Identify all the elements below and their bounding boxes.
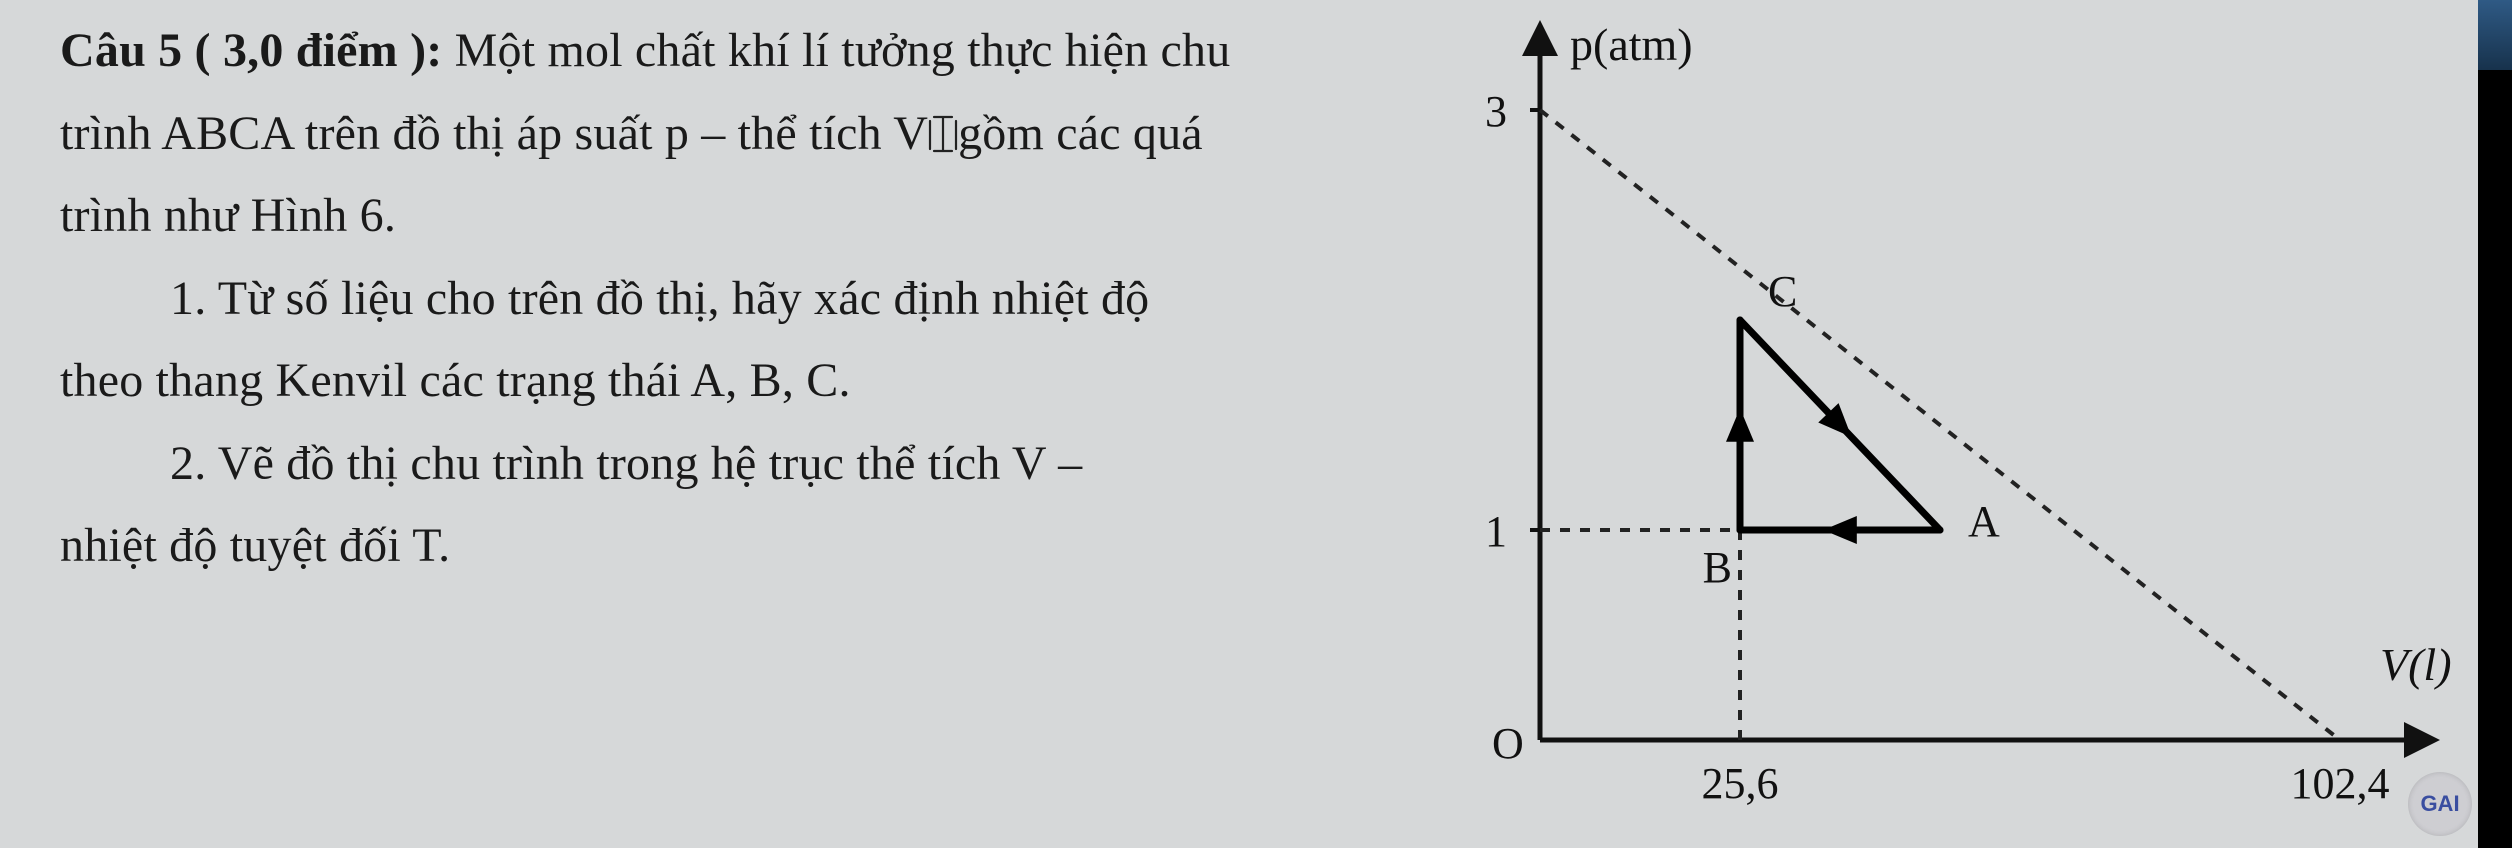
svg-text:C: C — [1768, 267, 1797, 316]
line-5: theo thang Kenvil các trạng thái A, B, C… — [60, 340, 1390, 423]
line-2b: gồm các quá — [958, 107, 1203, 160]
question-text-block: Câu 5 ( 3,0 điểm ): Một mol chất khí lí … — [0, 0, 1420, 848]
graph-area: p(atm) V(l) O 1 3 25,6 102,4 A B C — [1420, 0, 2478, 848]
window-right-rail-top — [2478, 0, 2512, 70]
svg-text:p(atm): p(atm) — [1570, 19, 1693, 70]
line-2: trình ABCA trên đồ thị áp suất p – thể t… — [60, 93, 1390, 176]
line-4: 1. Từ số liệu cho trên đồ thị, hãy xác đ… — [60, 258, 1390, 341]
gai-badge[interactable]: GAI — [2408, 772, 2472, 836]
window-right-rail — [2478, 0, 2512, 848]
line-1: Câu 5 ( 3,0 điểm ): Một mol chất khí lí … — [60, 10, 1390, 93]
svg-text:102,4: 102,4 — [2291, 759, 2390, 808]
line-6: 2. Vẽ đồ thị chu trình trong hệ trục thể… — [60, 423, 1390, 506]
exam-page: Câu 5 ( 3,0 điểm ): Một mol chất khí lí … — [0, 0, 2478, 848]
svg-text:O: O — [1492, 719, 1524, 768]
gai-badge-text: GAI — [2420, 791, 2459, 817]
svg-text:V(l): V(l) — [2380, 639, 2452, 690]
line-3: trình như Hình 6. — [60, 175, 1390, 258]
svg-text:A: A — [1968, 497, 2000, 546]
svg-text:1: 1 — [1485, 507, 1507, 556]
svg-text:25,6: 25,6 — [1702, 759, 1779, 808]
text-cursor-icon — [928, 93, 958, 176]
line-2a: trình ABCA trên đồ thị áp suất p – thể t… — [60, 107, 928, 160]
svg-text:B: B — [1703, 543, 1732, 592]
svg-text:3: 3 — [1485, 87, 1507, 136]
line-1-rest: Một mol chất khí lí tưởng thực hiện chu — [442, 24, 1230, 77]
pv-chart: p(atm) V(l) O 1 3 25,6 102,4 A B C — [1420, 0, 2470, 840]
line-7: nhiệt độ tuyệt đối T. — [60, 505, 1390, 588]
question-number: Câu 5 ( 3,0 điểm ): — [60, 24, 442, 77]
